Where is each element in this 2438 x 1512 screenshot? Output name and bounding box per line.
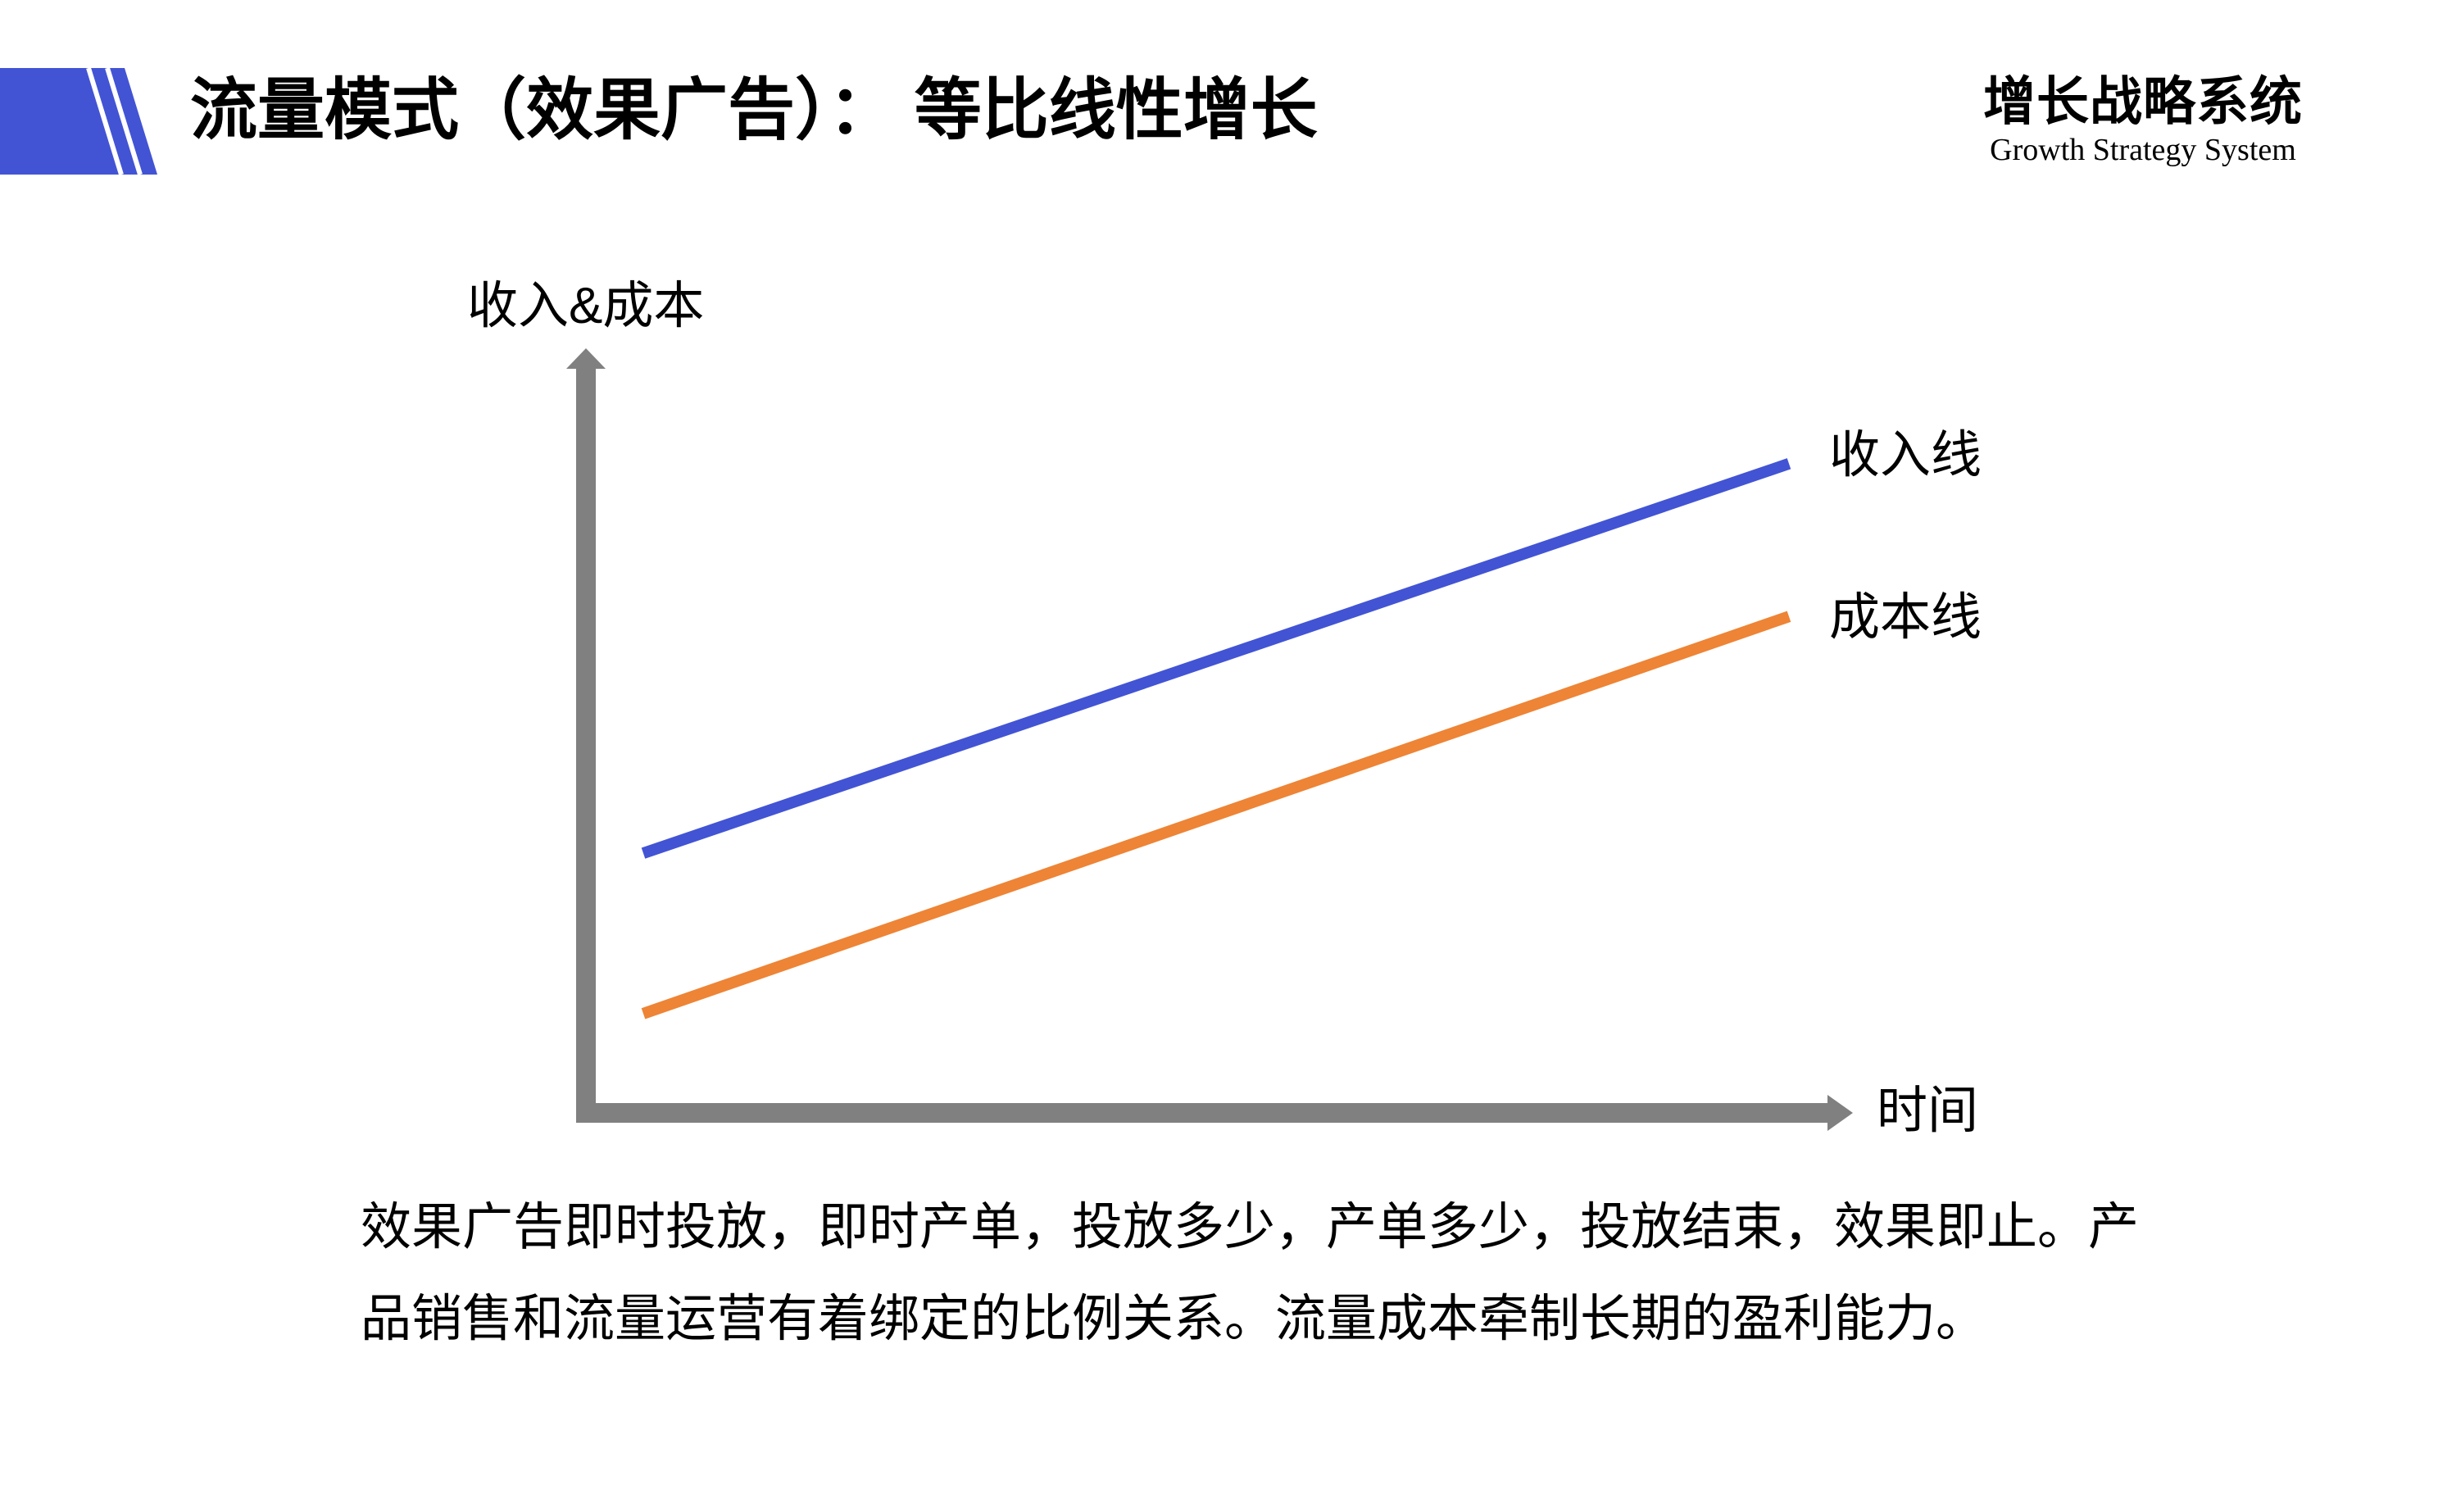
- cost-line: [641, 611, 1791, 1019]
- revenue-line-label: 收入线: [1829, 427, 1982, 484]
- page-title: 流量模式（效果广告）： 等比线性增长: [190, 73, 1318, 148]
- brand-logo-icon: [0, 68, 157, 175]
- cost-line-label: 成本线: [1829, 589, 1982, 646]
- description-paragraph: 效果广告即时投放，即时产单，投放多少，产单多少，投放结束，效果即止。产 品销售和…: [361, 1182, 2139, 1365]
- x-axis-label: 时间: [1877, 1083, 1979, 1139]
- x-axis-arrow-icon: [1827, 1095, 1853, 1131]
- line-chart: [566, 348, 1853, 1131]
- y-axis-label: 收入&成本: [467, 278, 705, 334]
- brand-name-cn: 增长战略系统: [1983, 73, 2303, 131]
- brand-block: 增长战略系统 Growth Strategy System: [1983, 72, 2303, 168]
- description-line-1: 效果广告即时投放，即时产单，投放多少，产单多少，投放结束，效果即止。产: [361, 1199, 2140, 1255]
- description-line-2: 品销售和流量运营有着绑定的比例关系。流量成本牵制长期的盈利能力。: [361, 1291, 1987, 1347]
- brand-name-en: Growth Strategy System: [1990, 132, 2296, 167]
- y-axis-arrow-icon: [566, 348, 606, 369]
- revenue-line: [641, 458, 1791, 859]
